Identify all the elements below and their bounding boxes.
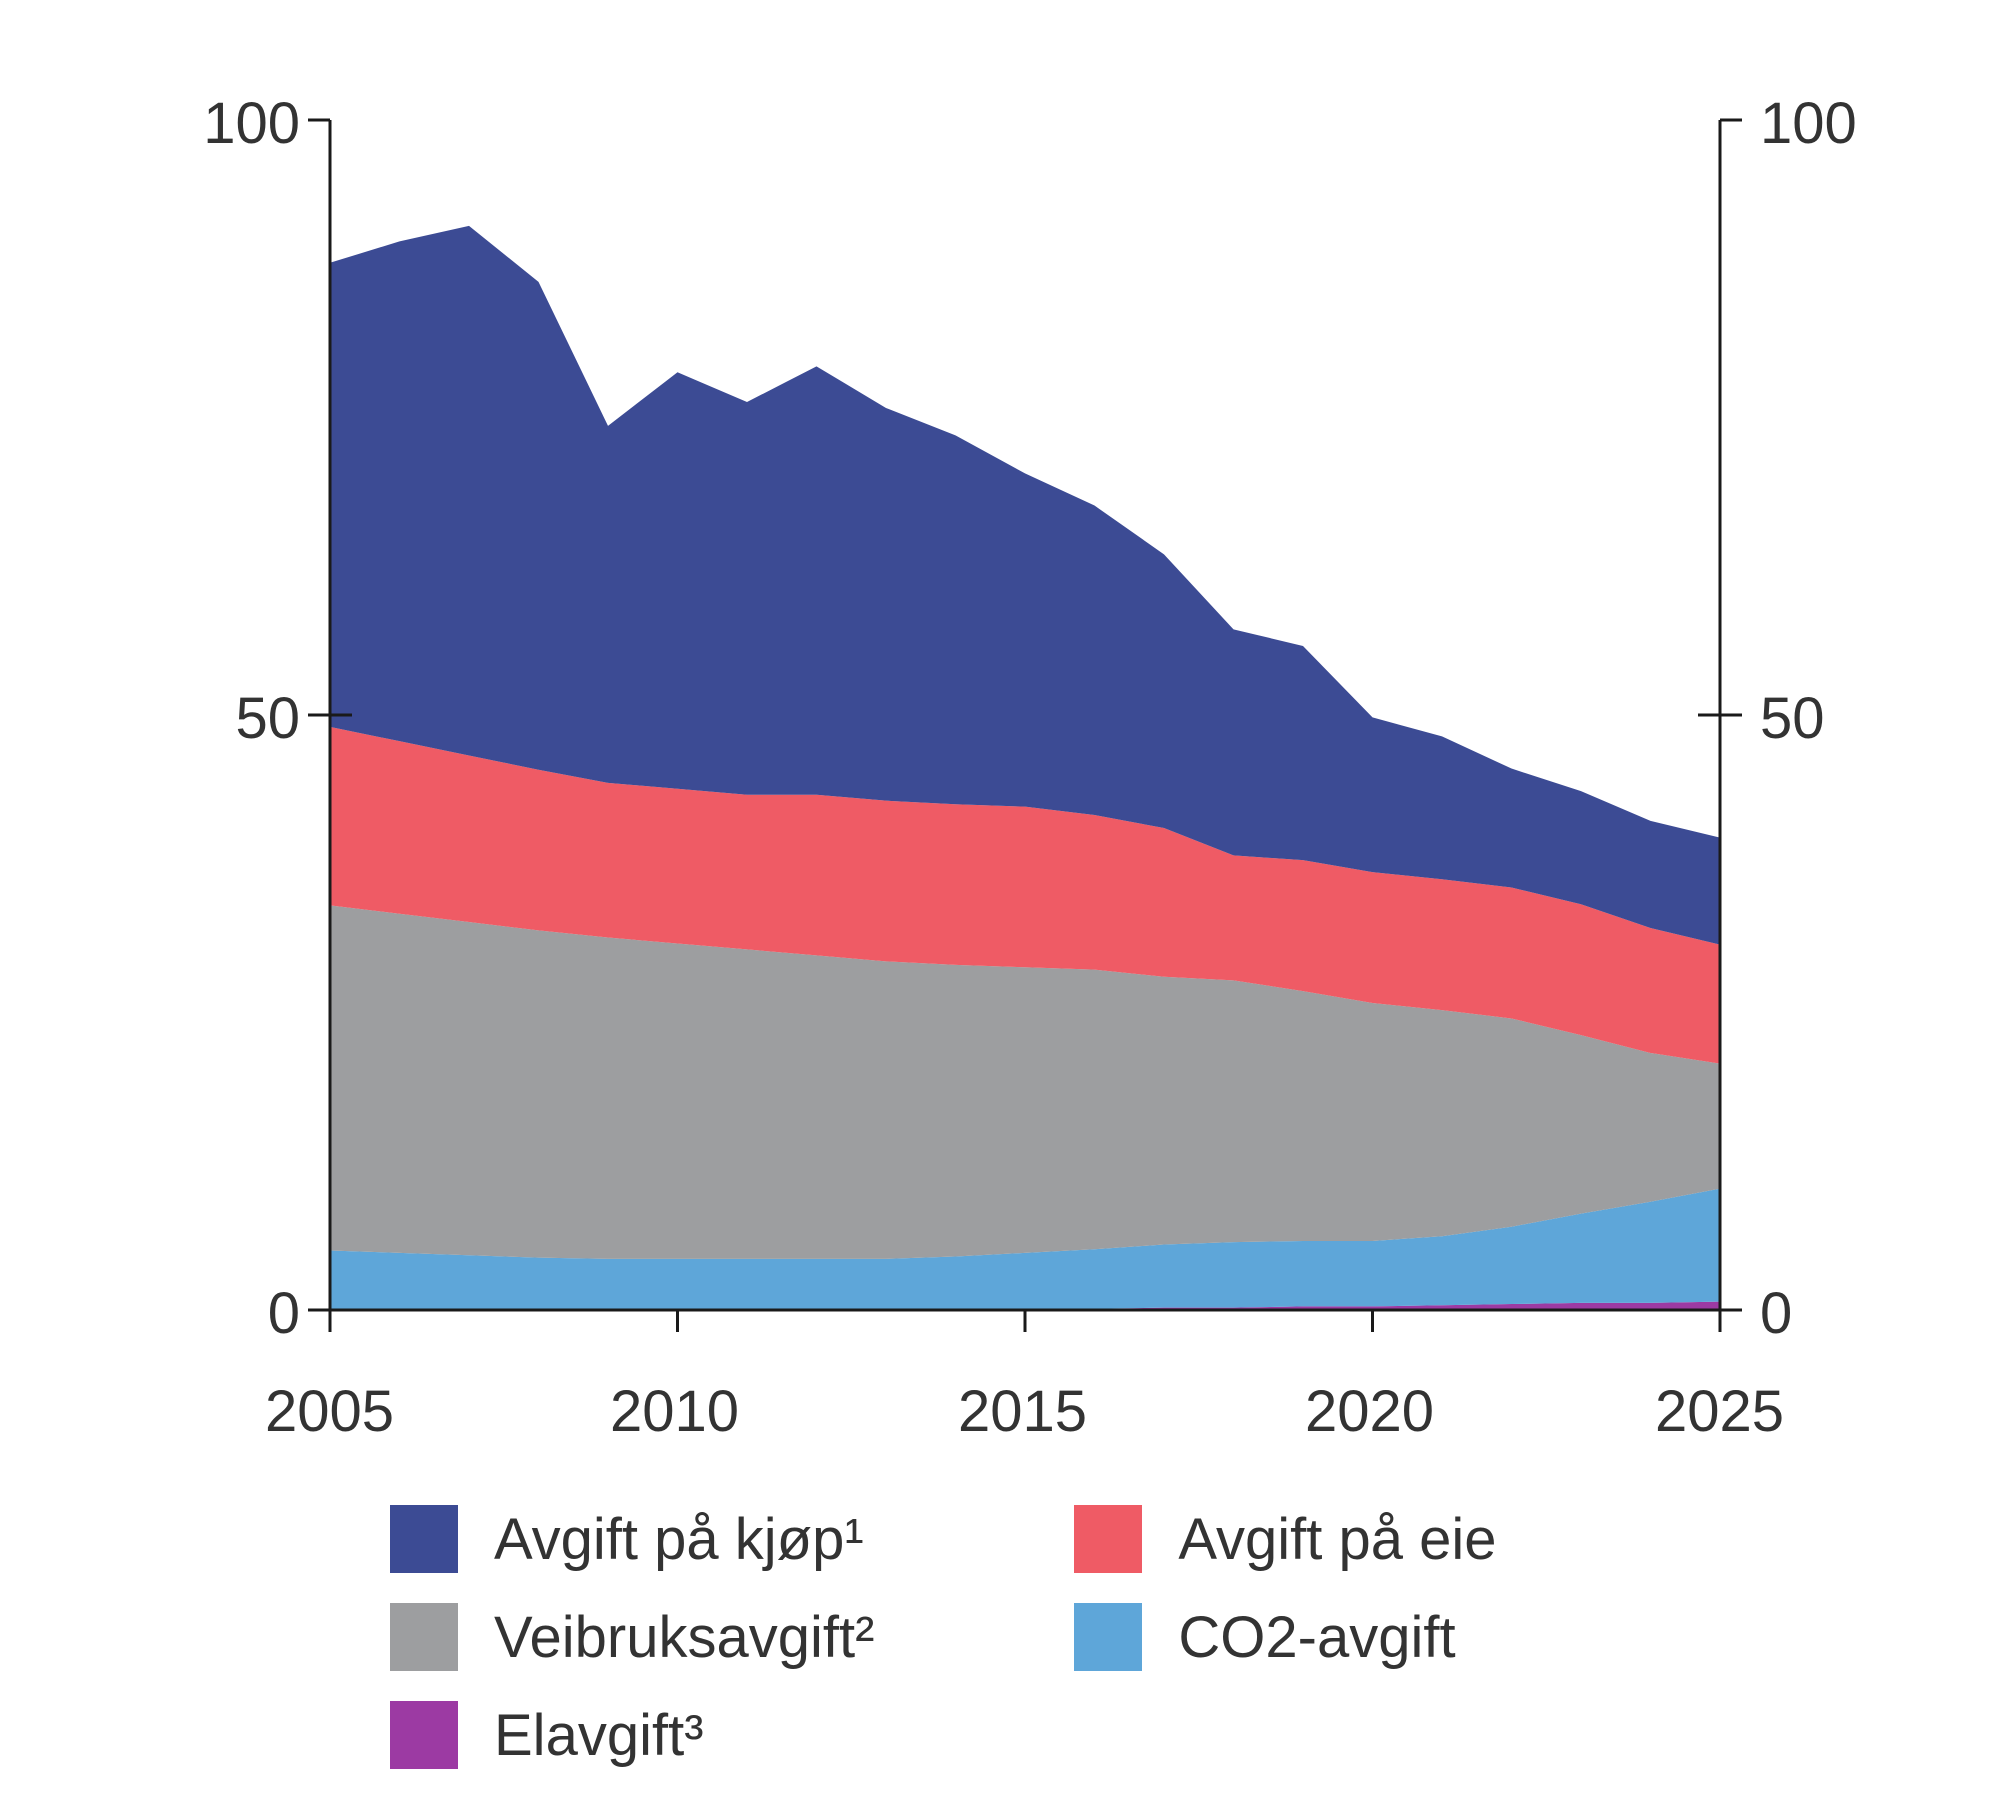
x-label-2020: 2020: [1305, 1378, 1434, 1445]
x-label-2010: 2010: [610, 1378, 739, 1445]
legend-label-elavgift: Elavgift³: [494, 1702, 704, 1769]
legend-item-elavgift: Elavgift³: [390, 1701, 874, 1769]
swatch-co2: [1074, 1603, 1142, 1671]
legend-item-co2: CO2-avgift: [1074, 1603, 1496, 1671]
legend-label-vei: Veibruksavgift²: [494, 1604, 874, 1671]
area-chart: 100 50 0 100 50 0 2005 2010 2015 2020 20…: [0, 0, 2000, 1816]
legend-item-kjop: Avgift på kjøp¹: [390, 1505, 874, 1573]
y-label-50-right: 50: [1760, 685, 1825, 752]
y-label-100-right: 100: [1760, 90, 1857, 157]
legend-item-eie: Avgift på eie: [1074, 1505, 1496, 1573]
x-label-2005: 2005: [265, 1378, 394, 1445]
x-label-2025: 2025: [1655, 1378, 1784, 1445]
legend-label-kjop: Avgift på kjøp¹: [494, 1506, 864, 1573]
legend: Avgift på kjøp¹ Avgift på eie Veibruksav…: [390, 1505, 1497, 1769]
swatch-kjop: [390, 1505, 458, 1573]
y-label-100-left: 100: [203, 90, 300, 157]
x-label-2015: 2015: [958, 1378, 1087, 1445]
legend-item-vei: Veibruksavgift²: [390, 1603, 874, 1671]
legend-label-co2: CO2-avgift: [1178, 1604, 1455, 1671]
y-label-0-left: 0: [268, 1280, 300, 1347]
y-label-50-left: 50: [235, 685, 300, 752]
swatch-vei: [390, 1603, 458, 1671]
legend-label-eie: Avgift på eie: [1178, 1506, 1496, 1573]
swatch-elavgift: [390, 1701, 458, 1769]
y-label-0-right: 0: [1760, 1280, 1792, 1347]
swatch-eie: [1074, 1505, 1142, 1573]
